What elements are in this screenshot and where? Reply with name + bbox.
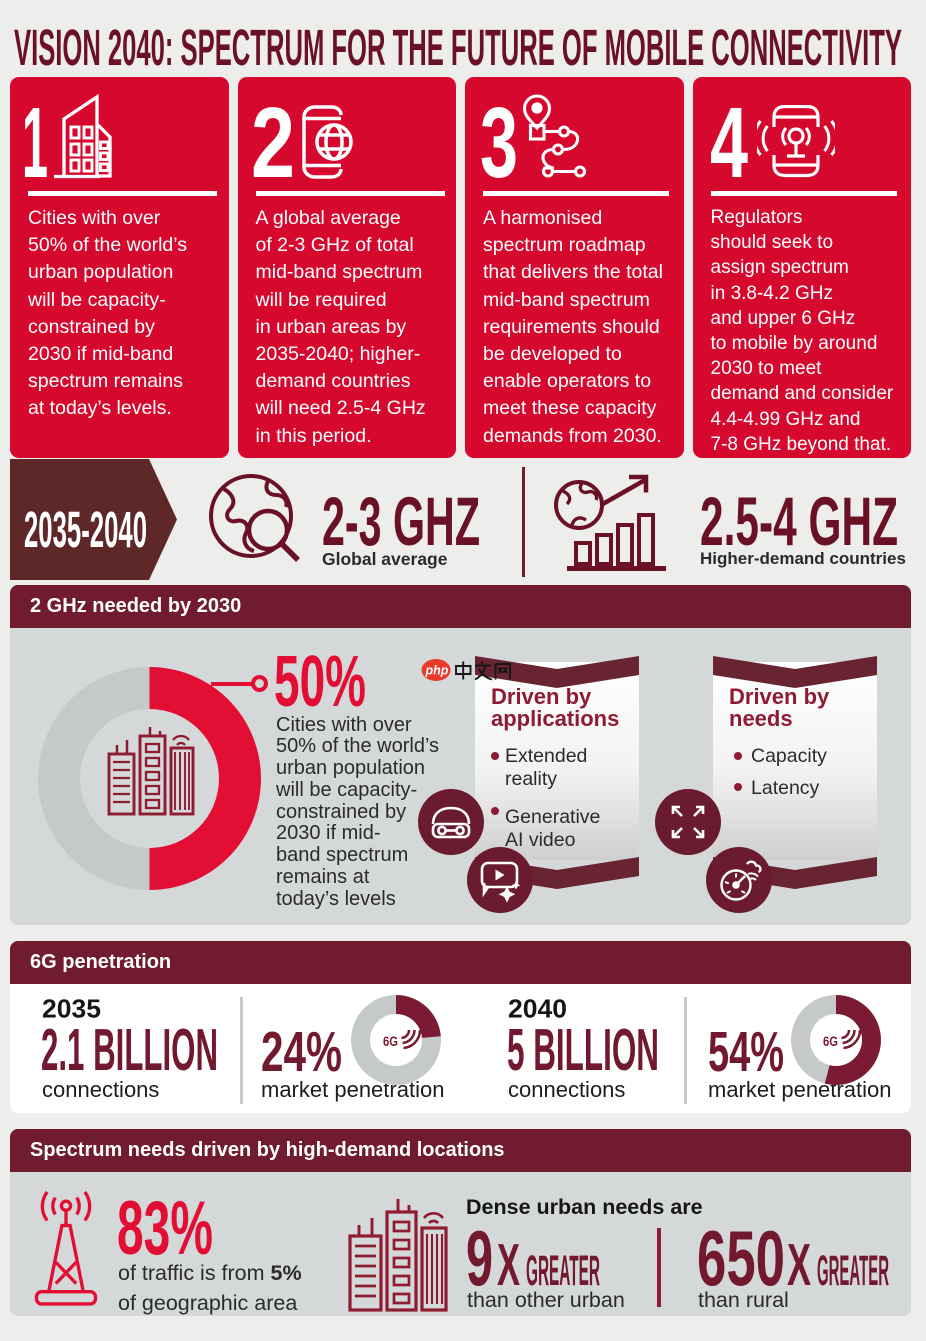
svg-text:2-3 GHZ: 2-3 GHZ (322, 483, 480, 560)
svg-text:php: php (425, 664, 449, 678)
svg-text:1: 1 (22, 87, 48, 199)
svg-text:2: 2 (251, 87, 295, 199)
svg-text:50%: 50% (274, 642, 366, 722)
svg-text:2040: 2040 (508, 994, 567, 1024)
svg-text:6G: 6G (823, 1033, 838, 1049)
svg-text:3: 3 (480, 87, 518, 199)
svg-text:2.1 BILLION: 2.1 BILLION (41, 1017, 218, 1083)
svg-text:24%: 24% (261, 1020, 342, 1084)
svg-text:X: X (497, 1232, 520, 1298)
svg-text:4: 4 (710, 87, 748, 199)
svg-text:2035: 2035 (42, 994, 101, 1024)
svg-text:6G: 6G (383, 1033, 398, 1049)
svg-text:2.5-4 GHZ: 2.5-4 GHZ (700, 483, 898, 560)
svg-text:5 BILLION: 5 BILLION (507, 1017, 659, 1083)
svg-text:VISION 2040: SPECTRUM FOR THE: VISION 2040: SPECTRUM FOR THE FUTURE OF … (14, 19, 902, 76)
svg-text:650: 650 (697, 1214, 785, 1302)
svg-text:GREATER: GREATER (526, 1248, 600, 1295)
svg-text:X: X (787, 1232, 811, 1298)
svg-text:54%: 54% (708, 1020, 784, 1084)
svg-text:83%: 83% (117, 1186, 213, 1271)
svg-text:9: 9 (466, 1214, 493, 1302)
svg-text:2035-2040: 2035-2040 (24, 501, 147, 558)
svg-text:GREATER: GREATER (817, 1248, 889, 1295)
